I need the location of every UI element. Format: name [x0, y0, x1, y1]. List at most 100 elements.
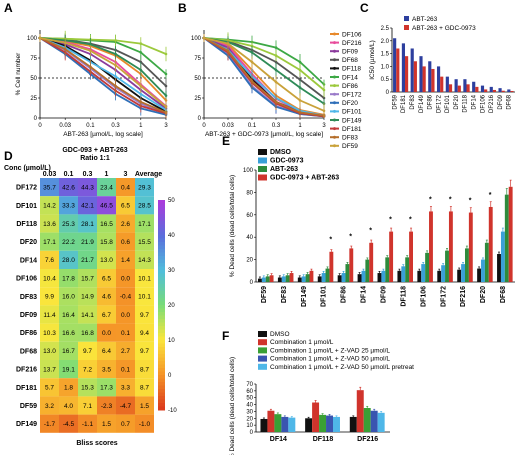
category-label: DF149 [301, 286, 308, 307]
panel-label-f: F [222, 329, 229, 343]
y-axis-label: % Cell number [15, 52, 22, 95]
heatmap-value: 1.5 [140, 403, 149, 410]
legend-swatch [258, 355, 267, 362]
data-point [274, 68, 278, 72]
x-tick-label: 0.3 [111, 123, 120, 129]
category-label: DF216 [357, 436, 378, 443]
heatmap-cell [116, 269, 135, 288]
heatmap-cell [116, 196, 135, 215]
bar-df216-s2 [363, 408, 371, 432]
x-tick-label: 3 [322, 123, 326, 129]
legend-marker [333, 144, 336, 148]
data-point [298, 78, 302, 81]
bar-df14-s2 [274, 414, 282, 432]
heatmap-value: 0.0 [121, 312, 130, 319]
bar-df09-combo [501, 90, 505, 92]
heatmap-value: 15.7 [81, 275, 94, 282]
colorbar-segment [158, 266, 165, 271]
heatmap-cell [78, 396, 97, 415]
row-label: DF86 [20, 330, 37, 337]
data-point [274, 60, 278, 64]
bar-df106-s1 [421, 264, 426, 282]
heatmap-cell [116, 378, 135, 397]
panel-label-a: A [4, 1, 13, 15]
colorbar-tick-label: 30 [168, 268, 175, 274]
heatmap-cell [135, 250, 154, 269]
heatmap-value: 15.3 [81, 385, 94, 392]
legend-marker [333, 127, 336, 131]
heatmap-value: 7.1 [83, 403, 92, 410]
significance-marker: * [409, 217, 412, 224]
heatmap-cell [97, 378, 116, 397]
heatmap-value: 17.1 [43, 239, 56, 246]
series-line-df86 [203, 37, 325, 91]
bar-df149-combo [422, 66, 426, 92]
bar-df20-s0 [477, 268, 482, 282]
data-point [274, 54, 278, 57]
x-tick-label: 0.1 [248, 123, 257, 129]
category-label: DF14 [270, 436, 287, 443]
heatmap-cell [116, 214, 135, 233]
data-point [63, 47, 67, 51]
legend-marker [333, 84, 336, 88]
legend-marker [333, 58, 336, 62]
row-label: DF83 [20, 294, 37, 301]
heatmap-value: -4.7 [120, 403, 132, 410]
data-point [298, 68, 302, 72]
colorbar-segment [158, 210, 165, 215]
heatmap-value: 4.6 [102, 294, 111, 301]
series-line-df149 [39, 37, 167, 97]
heatmap-cell [116, 414, 135, 433]
bar-df14-s3 [369, 242, 374, 282]
heatmap-cell [78, 250, 97, 269]
bar-df09-s0 [377, 273, 382, 282]
heatmap-value: 11.4 [43, 312, 56, 319]
legend-label: DF118 [342, 66, 361, 73]
bar-df181-abt263 [401, 43, 406, 92]
heatmap-cell [97, 341, 116, 360]
data-point [139, 42, 143, 45]
colorbar-segment [158, 203, 165, 208]
heatmap-cell [78, 196, 97, 215]
bar-df20-abt263 [454, 79, 458, 92]
colorbar-segment [158, 399, 165, 404]
category-label: DF14 [471, 94, 477, 109]
row-label: DF101 [16, 203, 37, 210]
legend-swatch [258, 149, 267, 155]
heatmap-value: 28.5 [138, 203, 151, 210]
data-point [89, 43, 92, 46]
colorbar-segment [158, 326, 165, 330]
category-label: DF106 [420, 286, 427, 307]
heatmap-cell [97, 232, 116, 251]
legend-label: ABT-263 + GDC-0973 [412, 25, 476, 32]
y-axis-label: % Dead cells (dead cells/total cells) [229, 175, 236, 277]
colorbar-segment [158, 315, 165, 320]
bar-df09-s3 [389, 231, 394, 282]
bar-df149-s0 [297, 277, 302, 282]
bar-df14-s2 [365, 259, 370, 282]
category-label: DF172 [436, 94, 442, 113]
heatmap-value: 15.5 [138, 239, 151, 246]
data-point [322, 88, 326, 92]
series-line-df59 [203, 37, 325, 112]
heatmap-value: -2.3 [101, 403, 113, 410]
heatmap-cell [40, 214, 59, 233]
heatmap-value: 7.2 [83, 366, 92, 373]
colorbar-segment [158, 245, 165, 250]
row-label: DF106 [16, 276, 37, 283]
y-tick-label: 30 [246, 409, 253, 415]
heatmap-value: 8.7 [140, 366, 149, 373]
category-label: DF181 [401, 94, 407, 113]
column-header: Average [135, 171, 162, 178]
y-tick-label: 0 [386, 90, 390, 96]
bar-df118-s3 [326, 415, 334, 432]
heatmap-cell [59, 287, 78, 306]
data-point [202, 36, 206, 40]
bar-df68-s1 [500, 231, 505, 282]
colorbar-segment [158, 347, 165, 351]
x-tick-label: 1 [139, 123, 143, 129]
y-tick-label: 20 [246, 416, 253, 422]
x-axis-label: ABT-263 + GDC-0973 [µmol/L, log scale] [205, 131, 323, 138]
